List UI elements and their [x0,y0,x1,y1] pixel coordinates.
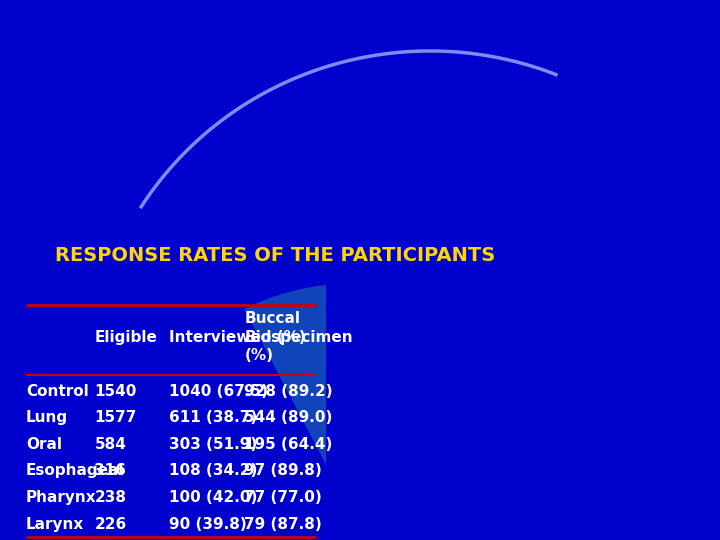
Text: 226: 226 [94,517,127,531]
Text: 90 (39.8): 90 (39.8) [169,517,247,531]
Text: 108 (34.2): 108 (34.2) [169,463,258,478]
Text: 928 (89.2): 928 (89.2) [244,384,333,399]
Text: RESPONSE RATES OF THE PARTICIPANTS: RESPONSE RATES OF THE PARTICIPANTS [55,246,495,265]
Text: 77 (77.0): 77 (77.0) [244,490,322,505]
Text: 611 (38.7): 611 (38.7) [169,410,258,426]
Text: Eligible: Eligible [94,329,158,345]
Text: 1540: 1540 [94,384,137,399]
Text: Buccal
Biospecimen
(%): Buccal Biospecimen (%) [244,311,353,363]
Text: 97 (89.8): 97 (89.8) [244,463,322,478]
Text: 544 (89.0): 544 (89.0) [244,410,333,426]
Text: 584: 584 [94,437,126,452]
Polygon shape [246,284,586,540]
Text: Larynx: Larynx [26,517,84,531]
Text: Oral: Oral [26,437,62,452]
Text: 1040 (67.5): 1040 (67.5) [169,384,269,399]
Text: 195 (64.4): 195 (64.4) [244,437,333,452]
Text: 316: 316 [94,463,126,478]
Text: 79 (87.8): 79 (87.8) [244,517,322,531]
Text: Esophageal: Esophageal [26,463,125,478]
Text: 303 (51.9): 303 (51.9) [169,437,258,452]
Text: 238: 238 [94,490,127,505]
Text: Control: Control [26,384,89,399]
Text: Interviewed (%): Interviewed (%) [169,329,306,345]
Text: 100 (42.0): 100 (42.0) [169,490,258,505]
Text: Pharynx: Pharynx [26,490,96,505]
Text: 1577: 1577 [94,410,137,426]
Text: Lung: Lung [26,410,68,426]
